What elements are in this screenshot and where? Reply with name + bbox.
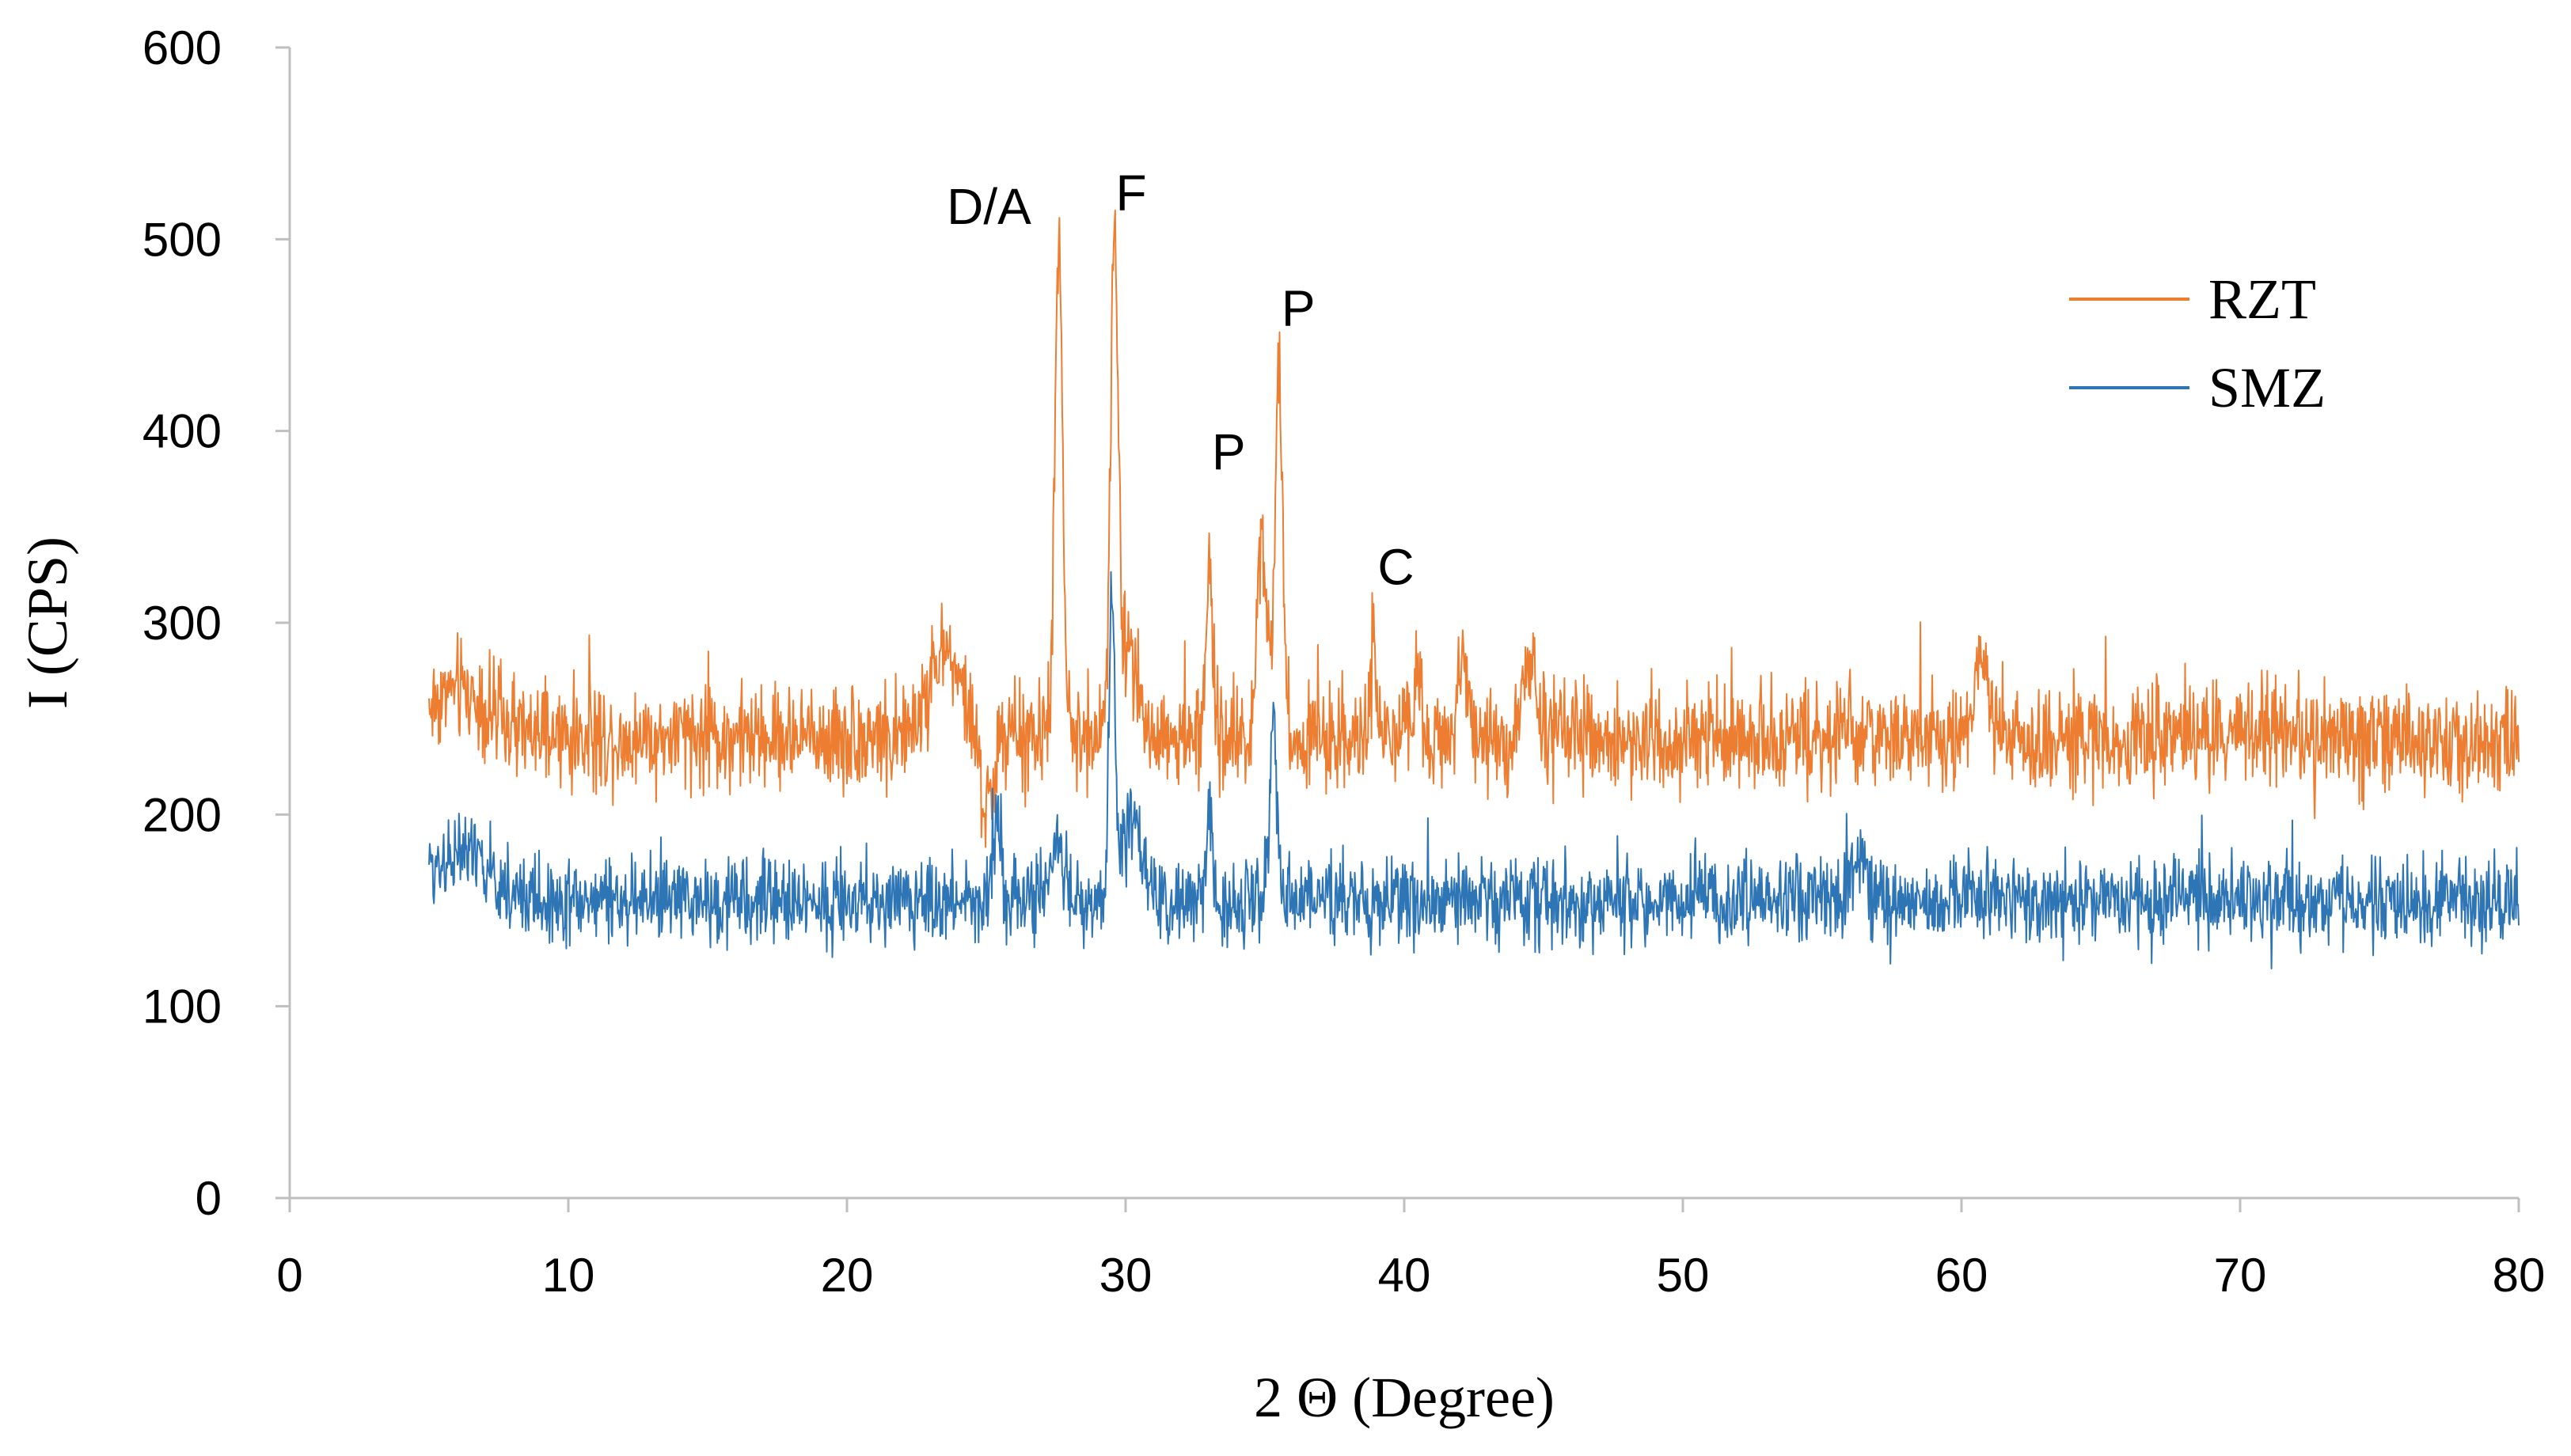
x-tick-label: 10 — [542, 1249, 595, 1302]
x-tick-label: 80 — [2493, 1249, 2546, 1302]
peak-annotation: F — [1115, 165, 1146, 222]
y-ticks: 0 100 200 300 400 500 600 — [142, 21, 290, 1225]
series-line-rzt — [428, 209, 2520, 848]
y-tick-label: 300 — [142, 597, 222, 650]
x-tick-label: 60 — [1935, 1249, 1988, 1302]
y-tick-label: 400 — [142, 405, 222, 458]
peak-annotation: P — [1282, 279, 1316, 336]
y-axis-title: I (CPS) — [16, 537, 79, 709]
x-tick-label: 70 — [2214, 1249, 2267, 1302]
x-tick-label: 50 — [1657, 1249, 1710, 1302]
y-tick-label: 0 — [196, 1172, 222, 1225]
peak-annotation: P — [1212, 423, 1246, 480]
x-tick-label: 20 — [821, 1249, 874, 1302]
series-line-smz — [428, 571, 2520, 969]
plot-lines — [428, 209, 2520, 969]
legend-label-rzt: RZT — [2208, 267, 2316, 331]
x-tick-label: 40 — [1378, 1249, 1431, 1302]
y-tick-label: 100 — [142, 980, 222, 1033]
annotations: D/A F P P C — [947, 165, 1414, 596]
x-ticks: 0 10 20 30 40 50 60 70 80 — [276, 1198, 2545, 1302]
y-tick-label: 500 — [142, 213, 222, 266]
x-axis-title: 2 Θ (Degree) — [1254, 1366, 1555, 1429]
x-tick-label: 30 — [1099, 1249, 1153, 1302]
legend-label-smz: SMZ — [2208, 356, 2326, 419]
peak-annotation: D/A — [947, 178, 1031, 235]
axes — [288, 47, 2519, 1200]
y-tick-label: 600 — [142, 21, 222, 74]
legend: RZT SMZ — [2069, 267, 2326, 419]
peak-annotation: C — [1377, 539, 1414, 596]
x-tick-label: 0 — [276, 1249, 302, 1302]
y-tick-label: 200 — [142, 788, 222, 841]
